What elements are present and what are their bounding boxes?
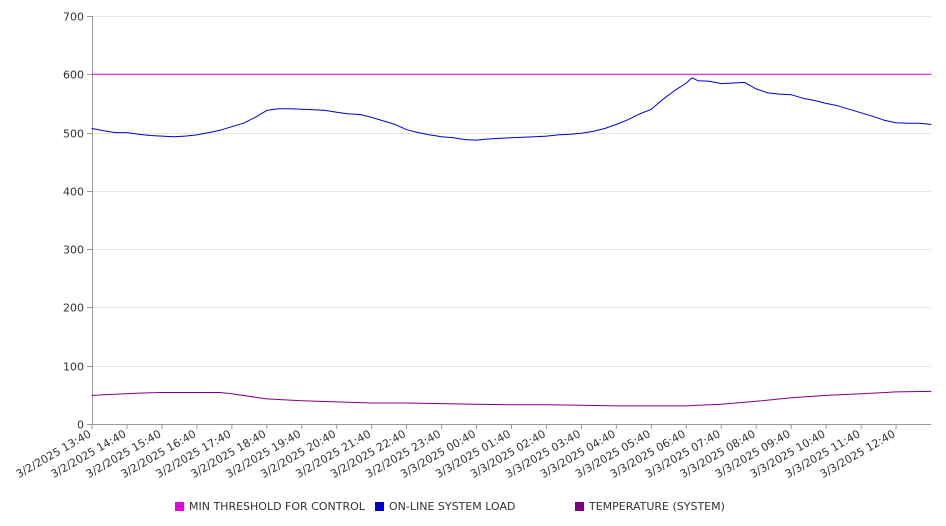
y-tick-label: 0 [77, 419, 84, 432]
legend-label: MIN THRESHOLD FOR CONTROL [189, 499, 365, 513]
series-line-on-line-system-load [91, 77, 932, 141]
legend: MIN THRESHOLD FOR CONTROL ON-LINE SYSTEM… [0, 497, 946, 515]
legend-swatch [575, 501, 584, 511]
grid-lines [92, 16, 931, 367]
legend-label: ON-LINE SYSTEM LOAD [389, 499, 516, 513]
y-tick-label: 100 [63, 361, 84, 374]
axes [92, 16, 931, 425]
legend-swatch [175, 501, 184, 511]
y-tick-label: 600 [63, 69, 84, 82]
legend-label: TEMPERATURE (SYSTEM) [589, 499, 725, 513]
y-axis-ticks: 0 100 200 300 400 500 600 700 [63, 11, 92, 432]
y-tick-label: 700 [63, 11, 84, 24]
legend-item-min-threshold: MIN THRESHOLD FOR CONTROL [175, 497, 365, 515]
legend-item-system-load: ON-LINE SYSTEM LOAD [375, 497, 515, 515]
series-lines [91, 73, 932, 407]
legend-swatch [375, 501, 384, 511]
y-tick-label: 300 [63, 244, 84, 257]
series-line-temperature-system [91, 390, 932, 407]
y-tick-label: 200 [63, 302, 84, 315]
legend-item-temperature: TEMPERATURE (SYSTEM) [575, 497, 725, 515]
y-tick-label: 400 [63, 186, 84, 199]
y-tick-label: 500 [63, 128, 84, 141]
x-axis-ticks: 3/2/2025 13:403/2/2025 14:403/2/2025 15:… [14, 424, 898, 481]
